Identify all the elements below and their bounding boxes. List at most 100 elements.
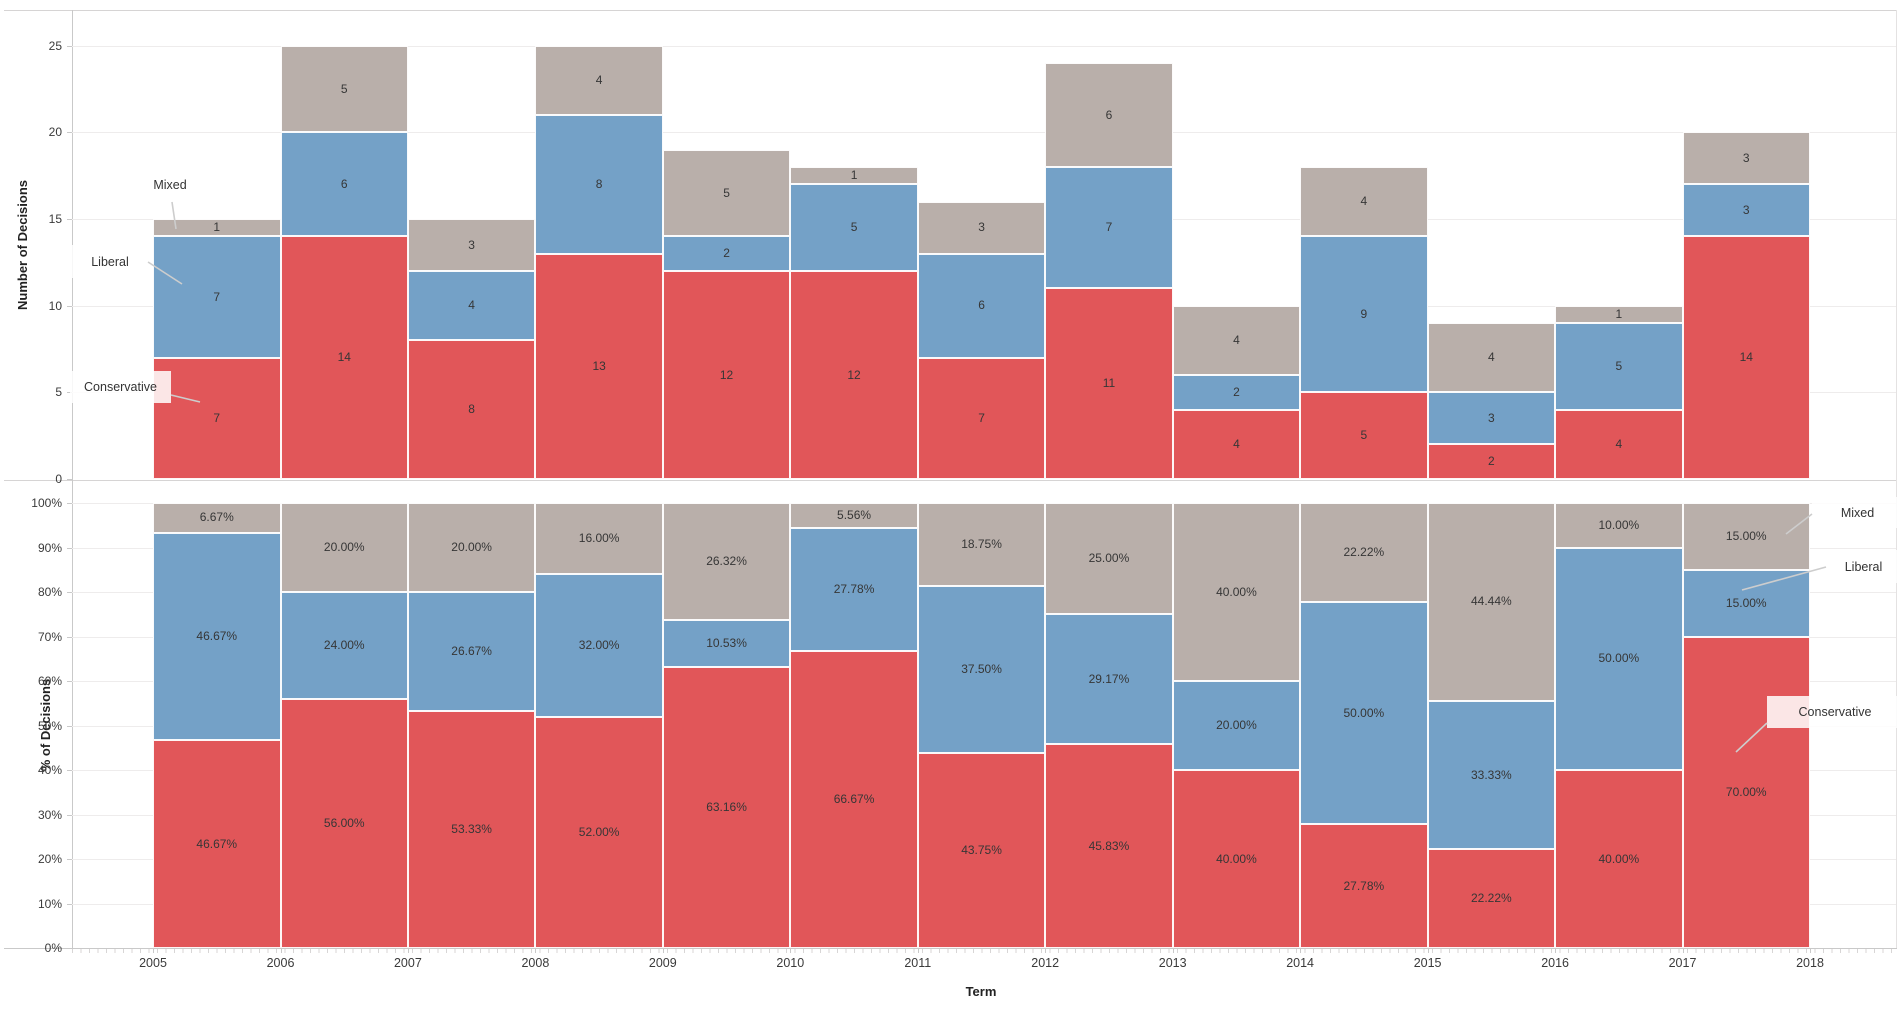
- y-tick-label: 60%: [37, 674, 62, 688]
- bar-segment-2009-mixed[interactable]: [662, 149, 791, 237]
- bar-segment-2013-liberal[interactable]: [1172, 681, 1301, 770]
- bar-segment-2006-conservative[interactable]: [280, 236, 408, 479]
- bar-segment-2006-liberal[interactable]: [280, 132, 408, 237]
- bar-segment-2015-liberal[interactable]: [1427, 392, 1556, 445]
- annotation-conservative: Conservative: [1767, 696, 1903, 728]
- bar-segment-2014-mixed[interactable]: [1300, 167, 1428, 237]
- bar-segment-2007-conservative[interactable]: [407, 710, 536, 948]
- bar-segment-2006-liberal[interactable]: [280, 592, 408, 699]
- bar-segment-2015-mixed[interactable]: [1427, 503, 1556, 701]
- bar-segment-2007-mixed[interactable]: [407, 503, 536, 592]
- bar-segment-2013-mixed[interactable]: [1172, 503, 1301, 681]
- x-axis-tick: [1555, 948, 1557, 953]
- bar-segment-2016-mixed[interactable]: [1555, 305, 1683, 323]
- bar-segment-2012-mixed[interactable]: [1045, 503, 1173, 615]
- bar-segment-2016-liberal[interactable]: [1555, 547, 1683, 770]
- bar-segment-2013-mixed[interactable]: [1172, 305, 1301, 375]
- bar-segment-2005-conservative[interactable]: [153, 740, 281, 948]
- y-tick-label: 100%: [31, 496, 62, 510]
- bar-segment-2012-mixed[interactable]: [1045, 63, 1173, 168]
- bar-segment-2009-liberal[interactable]: [662, 620, 791, 667]
- y-axis-tick: [67, 725, 72, 727]
- bar-segment-2006-mixed[interactable]: [280, 45, 408, 133]
- y-axis-tick: [67, 503, 72, 504]
- bar-segment-2009-conservative[interactable]: [662, 271, 791, 479]
- bar-segment-2017-conservative[interactable]: [1682, 636, 1810, 948]
- bar-segment-2011-conservative[interactable]: [917, 753, 1046, 948]
- bar-segment-2007-liberal[interactable]: [407, 271, 536, 341]
- bar-segment-2015-conservative[interactable]: [1427, 444, 1556, 479]
- bar-segment-2006-conservative[interactable]: [280, 698, 408, 948]
- y-tick-label: 40%: [37, 763, 62, 777]
- bar-segment-2011-liberal[interactable]: [917, 586, 1046, 754]
- y-axis-tick: [67, 45, 72, 47]
- bar-segment-2016-mixed[interactable]: [1555, 503, 1683, 548]
- bar-segment-2008-mixed[interactable]: [535, 503, 663, 575]
- bar-segment-2005-mixed[interactable]: [153, 219, 281, 237]
- bar-segment-2010-mixed[interactable]: [790, 167, 918, 185]
- x-axis-tick: [535, 948, 537, 953]
- bar-segment-2011-mixed[interactable]: [917, 503, 1046, 587]
- bar-segment-2007-liberal[interactable]: [407, 592, 536, 711]
- x-tick-label: 2017: [1668, 956, 1697, 970]
- bar-segment-2009-liberal[interactable]: [662, 236, 791, 272]
- bar-segment-2009-conservative[interactable]: [662, 666, 791, 948]
- bar-segment-2013-conservative[interactable]: [1172, 409, 1301, 479]
- y-tick-label: 20: [48, 125, 62, 140]
- bar-segment-2008-liberal[interactable]: [535, 574, 663, 717]
- bar-segment-2006-mixed[interactable]: [280, 503, 408, 592]
- bar-segment-2009-mixed[interactable]: [662, 503, 791, 621]
- pane-divider: [4, 480, 1897, 481]
- bar-segment-2015-conservative[interactable]: [1427, 849, 1556, 948]
- bar-segment-2008-conservative[interactable]: [535, 716, 663, 948]
- bar-segment-2012-liberal[interactable]: [1045, 614, 1173, 745]
- bar-segment-2016-conservative[interactable]: [1555, 770, 1683, 948]
- x-axis-tick: [280, 948, 282, 953]
- bar-segment-2008-liberal[interactable]: [535, 115, 663, 254]
- bar-segment-2010-liberal[interactable]: [790, 184, 918, 271]
- x-axis-tick: [1300, 948, 1302, 953]
- bar-segment-2017-conservative[interactable]: [1682, 236, 1810, 479]
- bar-segment-2014-mixed[interactable]: [1300, 503, 1428, 602]
- bar-segment-2017-mixed[interactable]: [1682, 503, 1810, 570]
- bar-segment-2008-conservative[interactable]: [535, 253, 663, 479]
- bar-segment-2005-liberal[interactable]: [153, 236, 281, 358]
- bar-segment-2014-conservative[interactable]: [1300, 824, 1428, 948]
- bar-segment-2012-conservative[interactable]: [1045, 744, 1173, 948]
- bar-segment-2014-liberal[interactable]: [1300, 601, 1428, 825]
- bar-segment-2010-conservative[interactable]: [790, 271, 918, 479]
- x-axis-tick: [790, 948, 792, 953]
- y-axis-tick: [67, 479, 72, 480]
- bar-segment-2014-liberal[interactable]: [1300, 236, 1428, 393]
- bar-segment-2010-liberal[interactable]: [790, 527, 918, 652]
- bar-segment-2017-liberal[interactable]: [1682, 184, 1810, 237]
- bar-segment-2008-mixed[interactable]: [535, 45, 663, 116]
- y-tick-label: 0: [55, 472, 62, 486]
- bar-segment-2012-conservative[interactable]: [1045, 288, 1173, 479]
- bar-segment-2011-mixed[interactable]: [917, 201, 1046, 254]
- bar-segment-2016-conservative[interactable]: [1555, 409, 1683, 479]
- bar-segment-2013-conservative[interactable]: [1172, 770, 1301, 948]
- bar-segment-2013-liberal[interactable]: [1172, 375, 1301, 410]
- bar-segment-2005-liberal[interactable]: [153, 532, 281, 741]
- y-axis-tick: [67, 859, 72, 860]
- bar-segment-2010-conservative[interactable]: [790, 651, 918, 948]
- bar-segment-2011-liberal[interactable]: [917, 253, 1046, 358]
- bar-segment-2017-mixed[interactable]: [1682, 132, 1810, 185]
- bar-segment-2005-conservative[interactable]: [153, 357, 281, 479]
- bar-segment-2010-mixed[interactable]: [790, 503, 918, 528]
- bar-segment-2012-liberal[interactable]: [1045, 167, 1173, 289]
- bar-segment-2007-conservative[interactable]: [407, 340, 536, 479]
- y-axis-tick: [67, 814, 72, 816]
- y-tick-label: 10%: [37, 896, 62, 911]
- bar-segment-2005-mixed[interactable]: [153, 503, 281, 533]
- x-tick-label: 2014: [1286, 956, 1314, 970]
- bar-segment-2016-liberal[interactable]: [1555, 323, 1683, 410]
- bar-segment-2007-mixed[interactable]: [407, 219, 536, 272]
- bar-segment-2017-liberal[interactable]: [1682, 569, 1810, 637]
- bar-segment-2015-liberal[interactable]: [1427, 700, 1556, 850]
- bar-segment-2014-conservative[interactable]: [1300, 392, 1428, 479]
- bar-segment-2015-mixed[interactable]: [1427, 323, 1556, 393]
- bar-segment-2011-conservative[interactable]: [917, 357, 1046, 479]
- annotation-conservative: Conservative: [70, 371, 171, 403]
